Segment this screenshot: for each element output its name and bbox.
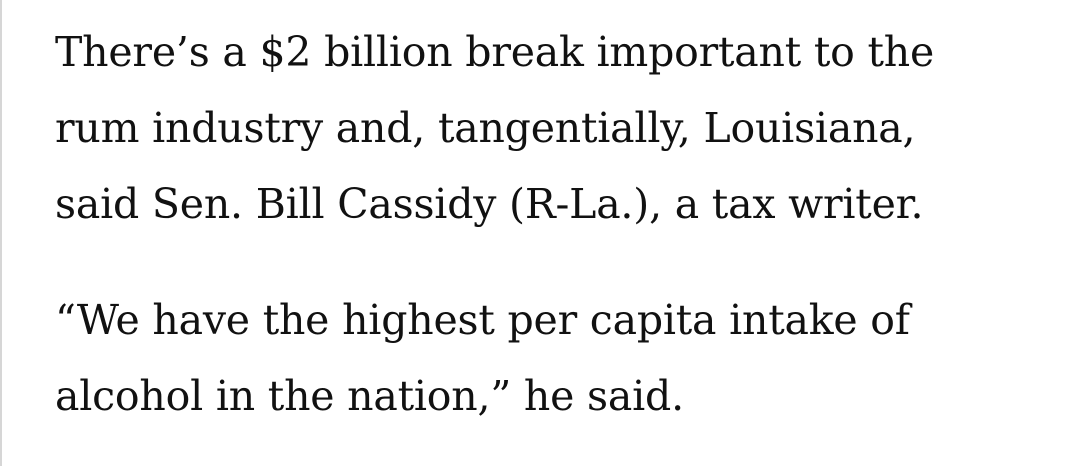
paragraph-2: “We have the highest per capita intake o…	[55, 282, 1065, 434]
paragraph-1: There’s a $2 billion break important to …	[55, 14, 1065, 242]
paragraph-line: “We have the highest per capita intake o…	[55, 296, 910, 344]
paragraph-line: said Sen. Bill Cassidy (R-La.), a tax wr…	[55, 180, 924, 228]
paragraph-line: rum industry and, tangentially, Louisian…	[55, 104, 916, 152]
article-body: There’s a $2 billion break important to …	[55, 14, 1065, 434]
paragraph-line: alcohol in the nation,” he said.	[55, 372, 684, 420]
left-border-rule	[0, 0, 2, 466]
paragraph-line: There’s a $2 billion break important to …	[55, 28, 935, 76]
